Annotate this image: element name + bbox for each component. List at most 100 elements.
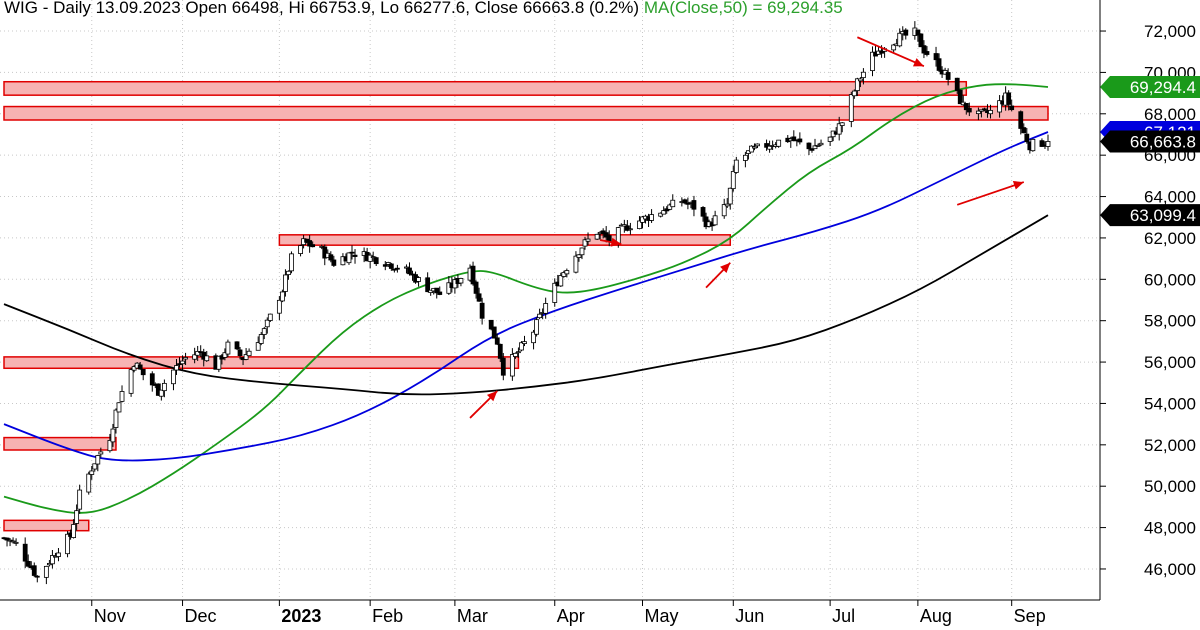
candle-body-up — [755, 143, 760, 147]
candle — [637, 216, 642, 230]
value-badge: 66,663.8 — [1100, 130, 1200, 153]
candle — [276, 296, 282, 321]
candle-body-up — [276, 299, 282, 314]
candle-body-up — [261, 328, 267, 335]
candle — [755, 143, 760, 149]
ma-line-ma-close-50- — [3, 83, 1049, 514]
arrow-head — [1012, 181, 1024, 190]
candle-body-up — [267, 313, 273, 321]
candle — [915, 29, 921, 42]
candle-body-up — [158, 389, 164, 397]
candle — [848, 91, 854, 128]
candle-body-down — [685, 202, 691, 205]
candle-body-up — [534, 319, 539, 335]
candle — [836, 116, 842, 141]
header-main: WIG - Daily 13.09.2023 Open 66498, Hi 66… — [4, 0, 639, 17]
candle-body-up — [649, 214, 654, 221]
candle-body-up — [861, 71, 866, 79]
candle-body-up — [50, 555, 55, 565]
candle-body-up — [615, 227, 621, 244]
candle-body-up — [119, 391, 125, 402]
candle-body-up — [77, 489, 83, 510]
candle — [691, 195, 697, 217]
candle — [661, 206, 667, 215]
candle-body-up — [107, 440, 113, 452]
candle — [222, 348, 228, 361]
candle — [791, 130, 797, 142]
price-zone — [3, 80, 968, 96]
candle — [579, 247, 585, 260]
candle — [621, 219, 627, 233]
candle — [174, 359, 179, 375]
candle-body-down — [34, 575, 40, 578]
time-axis: Nov Dec 2023 Feb Mar Apr May Jun Jul Aug Sep — [91, 600, 1046, 626]
arrow-head — [720, 262, 731, 274]
candle — [954, 77, 960, 94]
candle-body-up — [246, 350, 252, 357]
resistance-support-zones — [3, 80, 1049, 532]
candle-body-up — [776, 139, 782, 147]
candle — [564, 268, 570, 278]
value-badge: 69,294.4 — [1100, 76, 1200, 99]
candle-body-up — [839, 122, 845, 126]
candle-body-up — [997, 100, 1002, 113]
candle — [733, 156, 739, 174]
candle-body-down — [22, 543, 28, 562]
candle-body-up — [561, 272, 567, 277]
candle-body-down — [764, 143, 769, 148]
candle — [724, 198, 730, 209]
candle — [110, 423, 116, 447]
candle-body-down — [1006, 92, 1012, 105]
candle — [22, 537, 28, 569]
candle-body-up — [836, 123, 842, 135]
candle — [13, 538, 19, 546]
candle-body-up — [752, 146, 757, 149]
candle — [34, 575, 40, 583]
candle — [921, 40, 927, 59]
candle — [56, 548, 61, 562]
candle — [945, 68, 951, 86]
candle-body-down — [470, 265, 476, 285]
candle — [86, 471, 92, 495]
candle-body-up — [92, 463, 98, 470]
candle-body-up — [573, 255, 579, 273]
candle-body-down — [407, 267, 412, 275]
price-tick-label: 58,000 — [1144, 312, 1196, 331]
candle-body-down — [137, 364, 143, 370]
candle — [513, 352, 518, 359]
candle — [183, 352, 188, 366]
candle — [388, 262, 394, 271]
candle — [585, 232, 591, 246]
candle-body-up — [446, 282, 452, 294]
candle-body-up — [594, 233, 600, 240]
candle — [92, 463, 98, 472]
price-tick-label: 62,000 — [1144, 229, 1196, 248]
arrow-head — [610, 237, 622, 247]
candle — [158, 389, 164, 401]
candle — [195, 345, 201, 361]
candle-body-up — [174, 365, 179, 371]
candle — [966, 102, 972, 117]
candle-body-up — [767, 145, 772, 150]
candle-body-up — [531, 331, 536, 344]
candle-body-down — [394, 267, 400, 270]
candle-body-up — [812, 145, 818, 150]
value-badge-bg — [1100, 130, 1200, 153]
candle — [809, 147, 815, 153]
candle-body-down — [924, 51, 930, 55]
candle-body-up — [1030, 138, 1036, 152]
month-label: Jun — [735, 606, 764, 626]
candle — [624, 220, 630, 232]
candle-body-up — [71, 524, 76, 538]
candle — [394, 264, 400, 273]
candle — [267, 313, 273, 323]
candle-body-up — [180, 360, 185, 365]
candle-body-down — [177, 363, 182, 366]
candle — [764, 139, 769, 151]
candle-body-up — [458, 278, 464, 284]
value-badge-bg — [1100, 76, 1200, 99]
candle-body-down — [606, 235, 612, 242]
candle — [279, 289, 285, 303]
candle — [897, 28, 903, 48]
candle-body-down — [809, 148, 815, 151]
